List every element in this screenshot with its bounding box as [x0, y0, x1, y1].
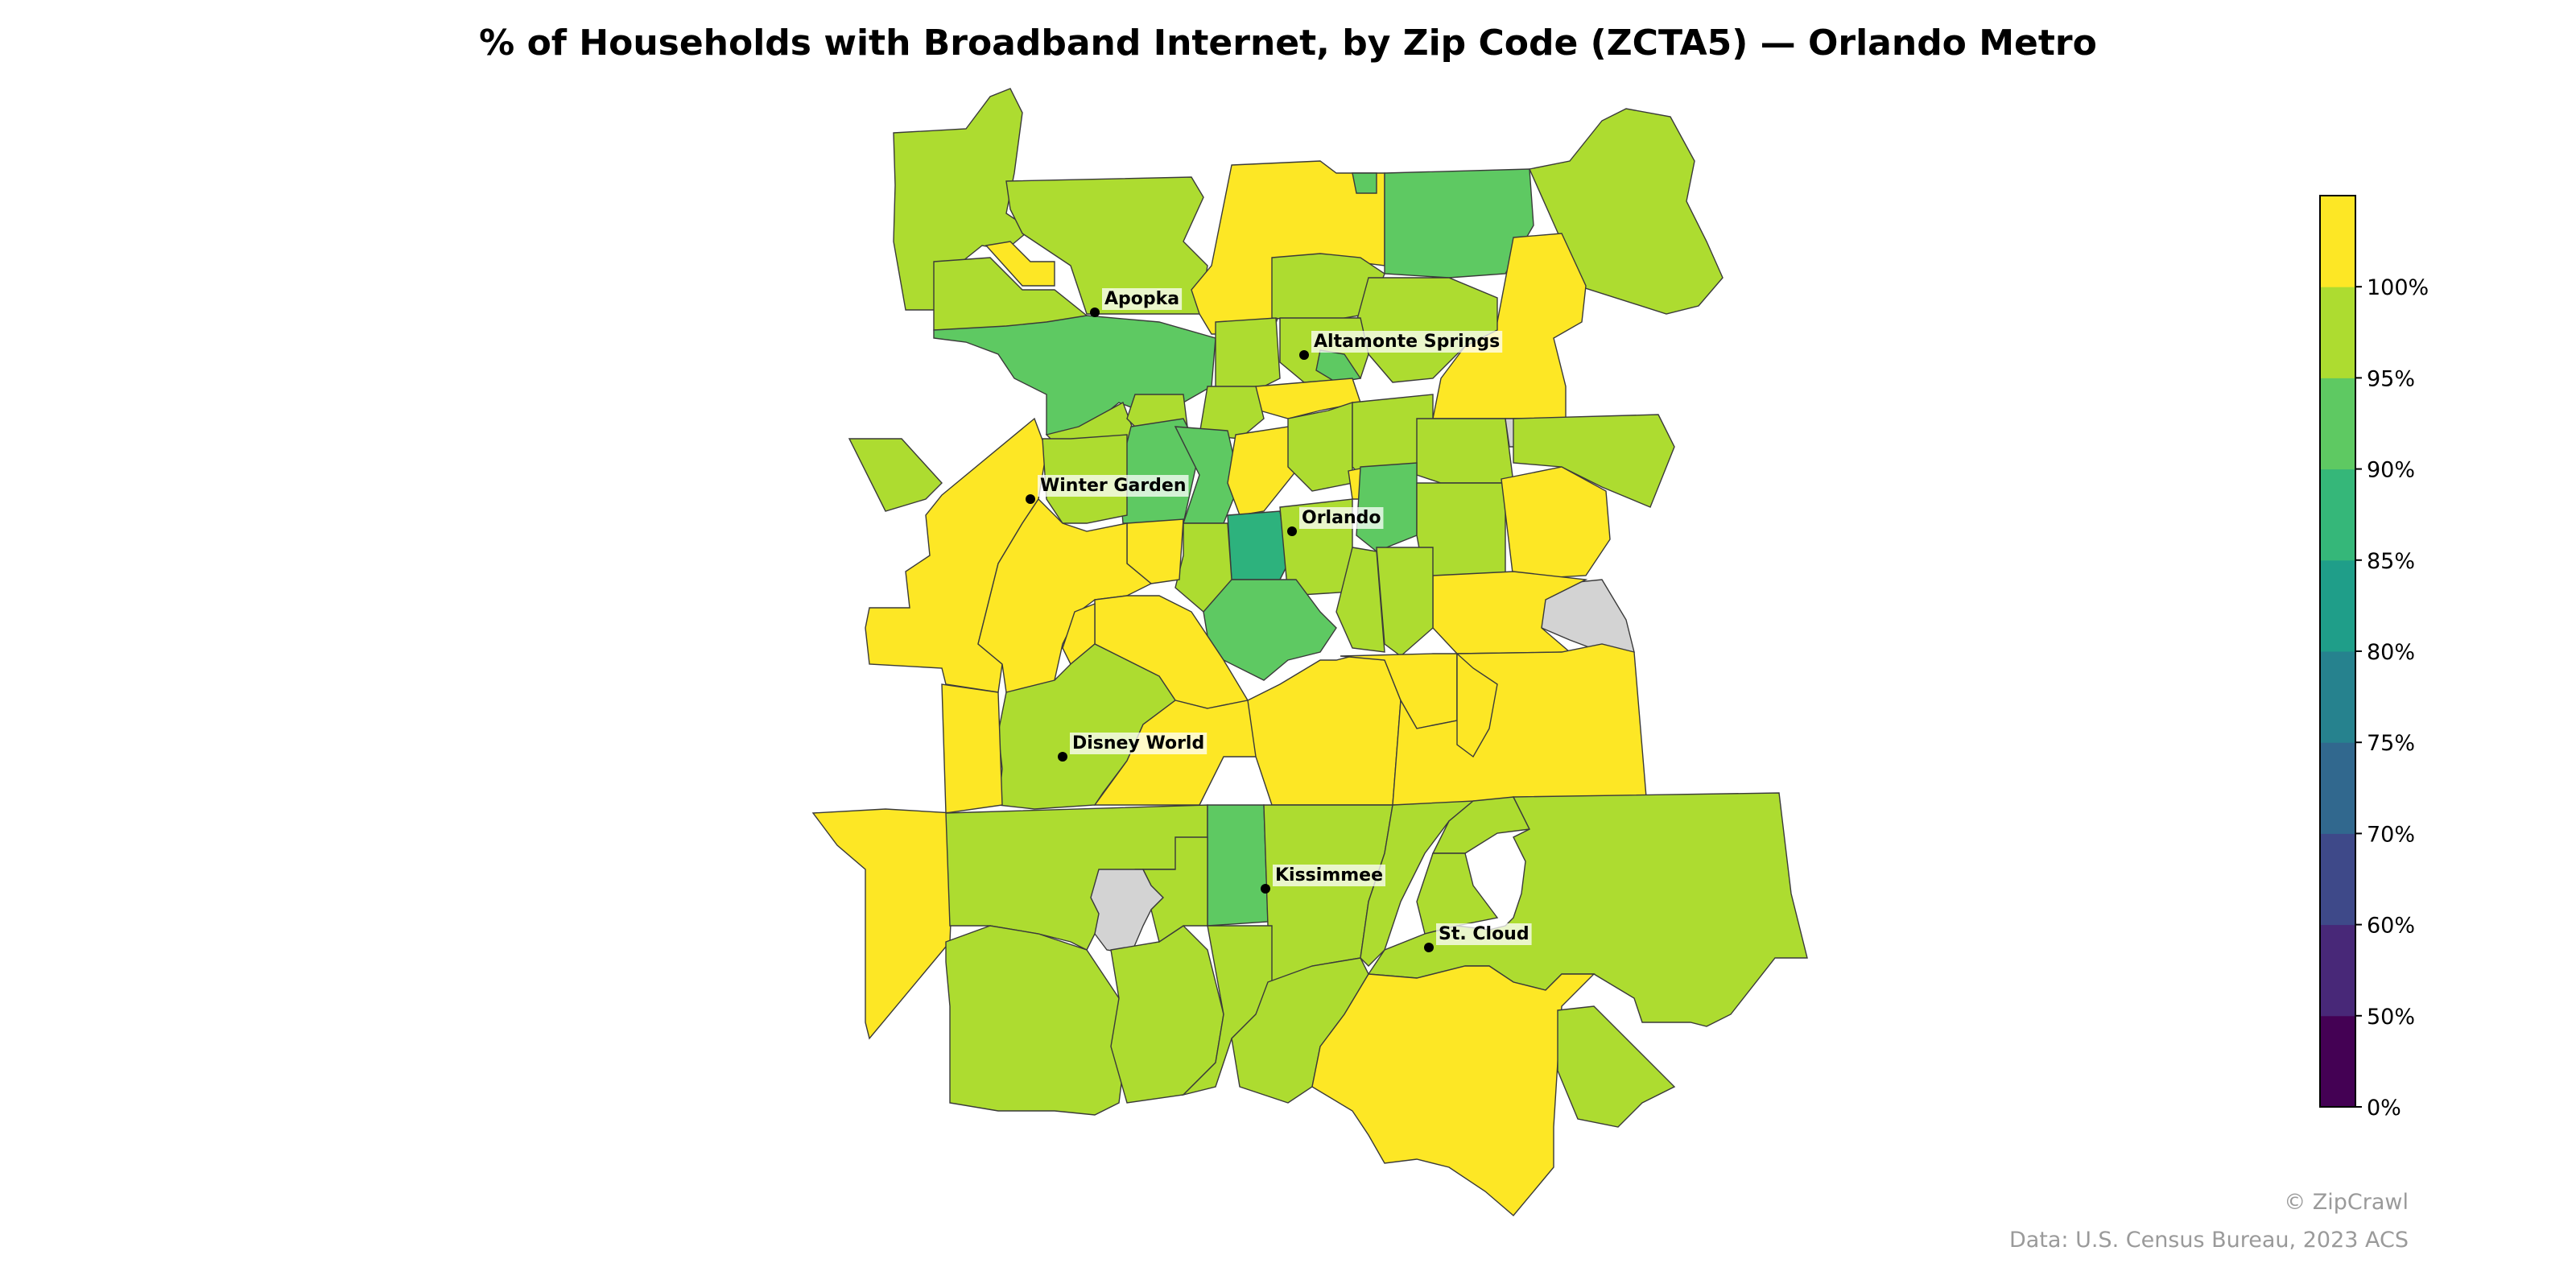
colorbar-tick-label: 75% — [2367, 731, 2415, 756]
zip-region[interactable] — [1456, 652, 1498, 758]
zip-region[interactable] — [1416, 852, 1499, 935]
zip-region[interactable] — [1335, 547, 1385, 653]
city-label-bg — [1102, 288, 1183, 310]
city-marker: Winter Garden — [1026, 475, 1189, 504]
colorbar-bin — [2320, 1015, 2355, 1108]
zip-region[interactable] — [1513, 414, 1675, 508]
zip-region[interactable] — [1207, 804, 1269, 927]
zip-region[interactable] — [1416, 418, 1514, 484]
colorbar-bin — [2320, 833, 2355, 926]
city-dot — [1424, 943, 1434, 952]
city-dot — [1090, 308, 1100, 317]
colorbar-bin — [2320, 559, 2355, 652]
city-label-bg — [1299, 507, 1384, 529]
city-label: Apopka — [1104, 289, 1179, 309]
colorbar-bin — [2320, 924, 2355, 1017]
colorbar-bin — [2320, 651, 2355, 743]
colorbar-tick-label: 80% — [2367, 640, 2415, 665]
city-marker: St. Cloud — [1424, 923, 1532, 952]
zip-region[interactable] — [1352, 172, 1377, 194]
colorbar-tick-label: 50% — [2367, 1005, 2415, 1030]
city-marker: Orlando — [1287, 507, 1384, 536]
zip-region[interactable] — [985, 241, 1055, 287]
colorbar-bin — [2320, 378, 2355, 470]
city-marker: Altamonte Springs — [1299, 331, 1503, 360]
zip-region[interactable] — [1501, 466, 1611, 580]
zip-region[interactable] — [1181, 925, 1273, 1096]
zip-region[interactable] — [945, 925, 1128, 1116]
colorbar-tick-label: 100% — [2367, 275, 2429, 300]
zip-region[interactable] — [1203, 579, 1337, 681]
zip-region[interactable] — [1376, 547, 1434, 657]
colorbar-tick-label: 90% — [2367, 458, 2415, 483]
colorbar-tick-label: 0% — [2367, 1096, 2401, 1121]
colorbar-tick-label: 60% — [2367, 914, 2415, 939]
zip-region[interactable] — [1227, 426, 1297, 516]
colorbar-bin — [2320, 742, 2355, 834]
city-dot — [1026, 494, 1035, 504]
zip-region[interactable] — [941, 683, 1003, 814]
zip-region[interactable] — [1215, 317, 1281, 391]
source-text: Data: U.S. Census Bureau, 2023 ACS — [2008, 1228, 2409, 1253]
city-dot — [1299, 350, 1309, 360]
zip-region[interactable] — [1311, 965, 1596, 1216]
city-marker: Disney World — [1058, 733, 1208, 762]
city-label: St. Cloud — [1439, 924, 1530, 944]
city-label: Winter Garden — [1040, 476, 1187, 496]
zip-region[interactable] — [848, 438, 943, 512]
city-label: Altamonte Springs — [1314, 332, 1500, 352]
zip-region[interactable] — [1174, 522, 1232, 613]
city-label-bg — [1038, 475, 1189, 497]
colorbar-tick-label: 85% — [2367, 549, 2415, 574]
colorbar-bin — [2320, 469, 2355, 561]
city-label-bg — [1273, 865, 1386, 886]
city-marker: Kissimmee — [1261, 865, 1386, 894]
city-label: Orlando — [1302, 508, 1381, 528]
colorbar-tick-label: 70% — [2367, 822, 2415, 847]
colorbar-bin — [2320, 287, 2355, 378]
zip-region[interactable] — [1141, 836, 1208, 943]
city-label-bg — [1311, 331, 1503, 353]
zip-region[interactable] — [1227, 510, 1289, 580]
zip-region[interactable] — [811, 808, 955, 1040]
map-title: % of Households with Broadband Internet,… — [479, 23, 2097, 64]
city-label: Disney World — [1072, 733, 1204, 753]
city-dot — [1261, 884, 1270, 894]
zip-region[interactable] — [1432, 571, 1588, 654]
zip-region[interactable] — [1529, 108, 1724, 315]
city-dot — [1287, 526, 1297, 536]
city-marker: Apopka — [1090, 288, 1183, 317]
city-dot — [1058, 752, 1067, 762]
city-markers: Apopka Altamonte Springs Winter Garden Orla… — [1026, 288, 1532, 952]
city-label-bg — [1436, 923, 1532, 945]
zip-regions — [811, 88, 1808, 1216]
colorbar-bin — [2320, 196, 2355, 287]
zip-region[interactable] — [1199, 386, 1265, 440]
city-label-bg — [1070, 733, 1208, 754]
zip-region[interactable] — [1247, 655, 1402, 806]
legend-colorbar: 0% 50% 60% 70% 75% 80% 85% 90% 95% 100% — [2319, 195, 2429, 1121]
city-label: Kissimmee — [1275, 865, 1383, 886]
credit-text: © ZipCrawl — [2284, 1190, 2409, 1215]
zip-region[interactable] — [1557, 1005, 1676, 1128]
colorbar-tick-label: 95% — [2367, 366, 2415, 391]
